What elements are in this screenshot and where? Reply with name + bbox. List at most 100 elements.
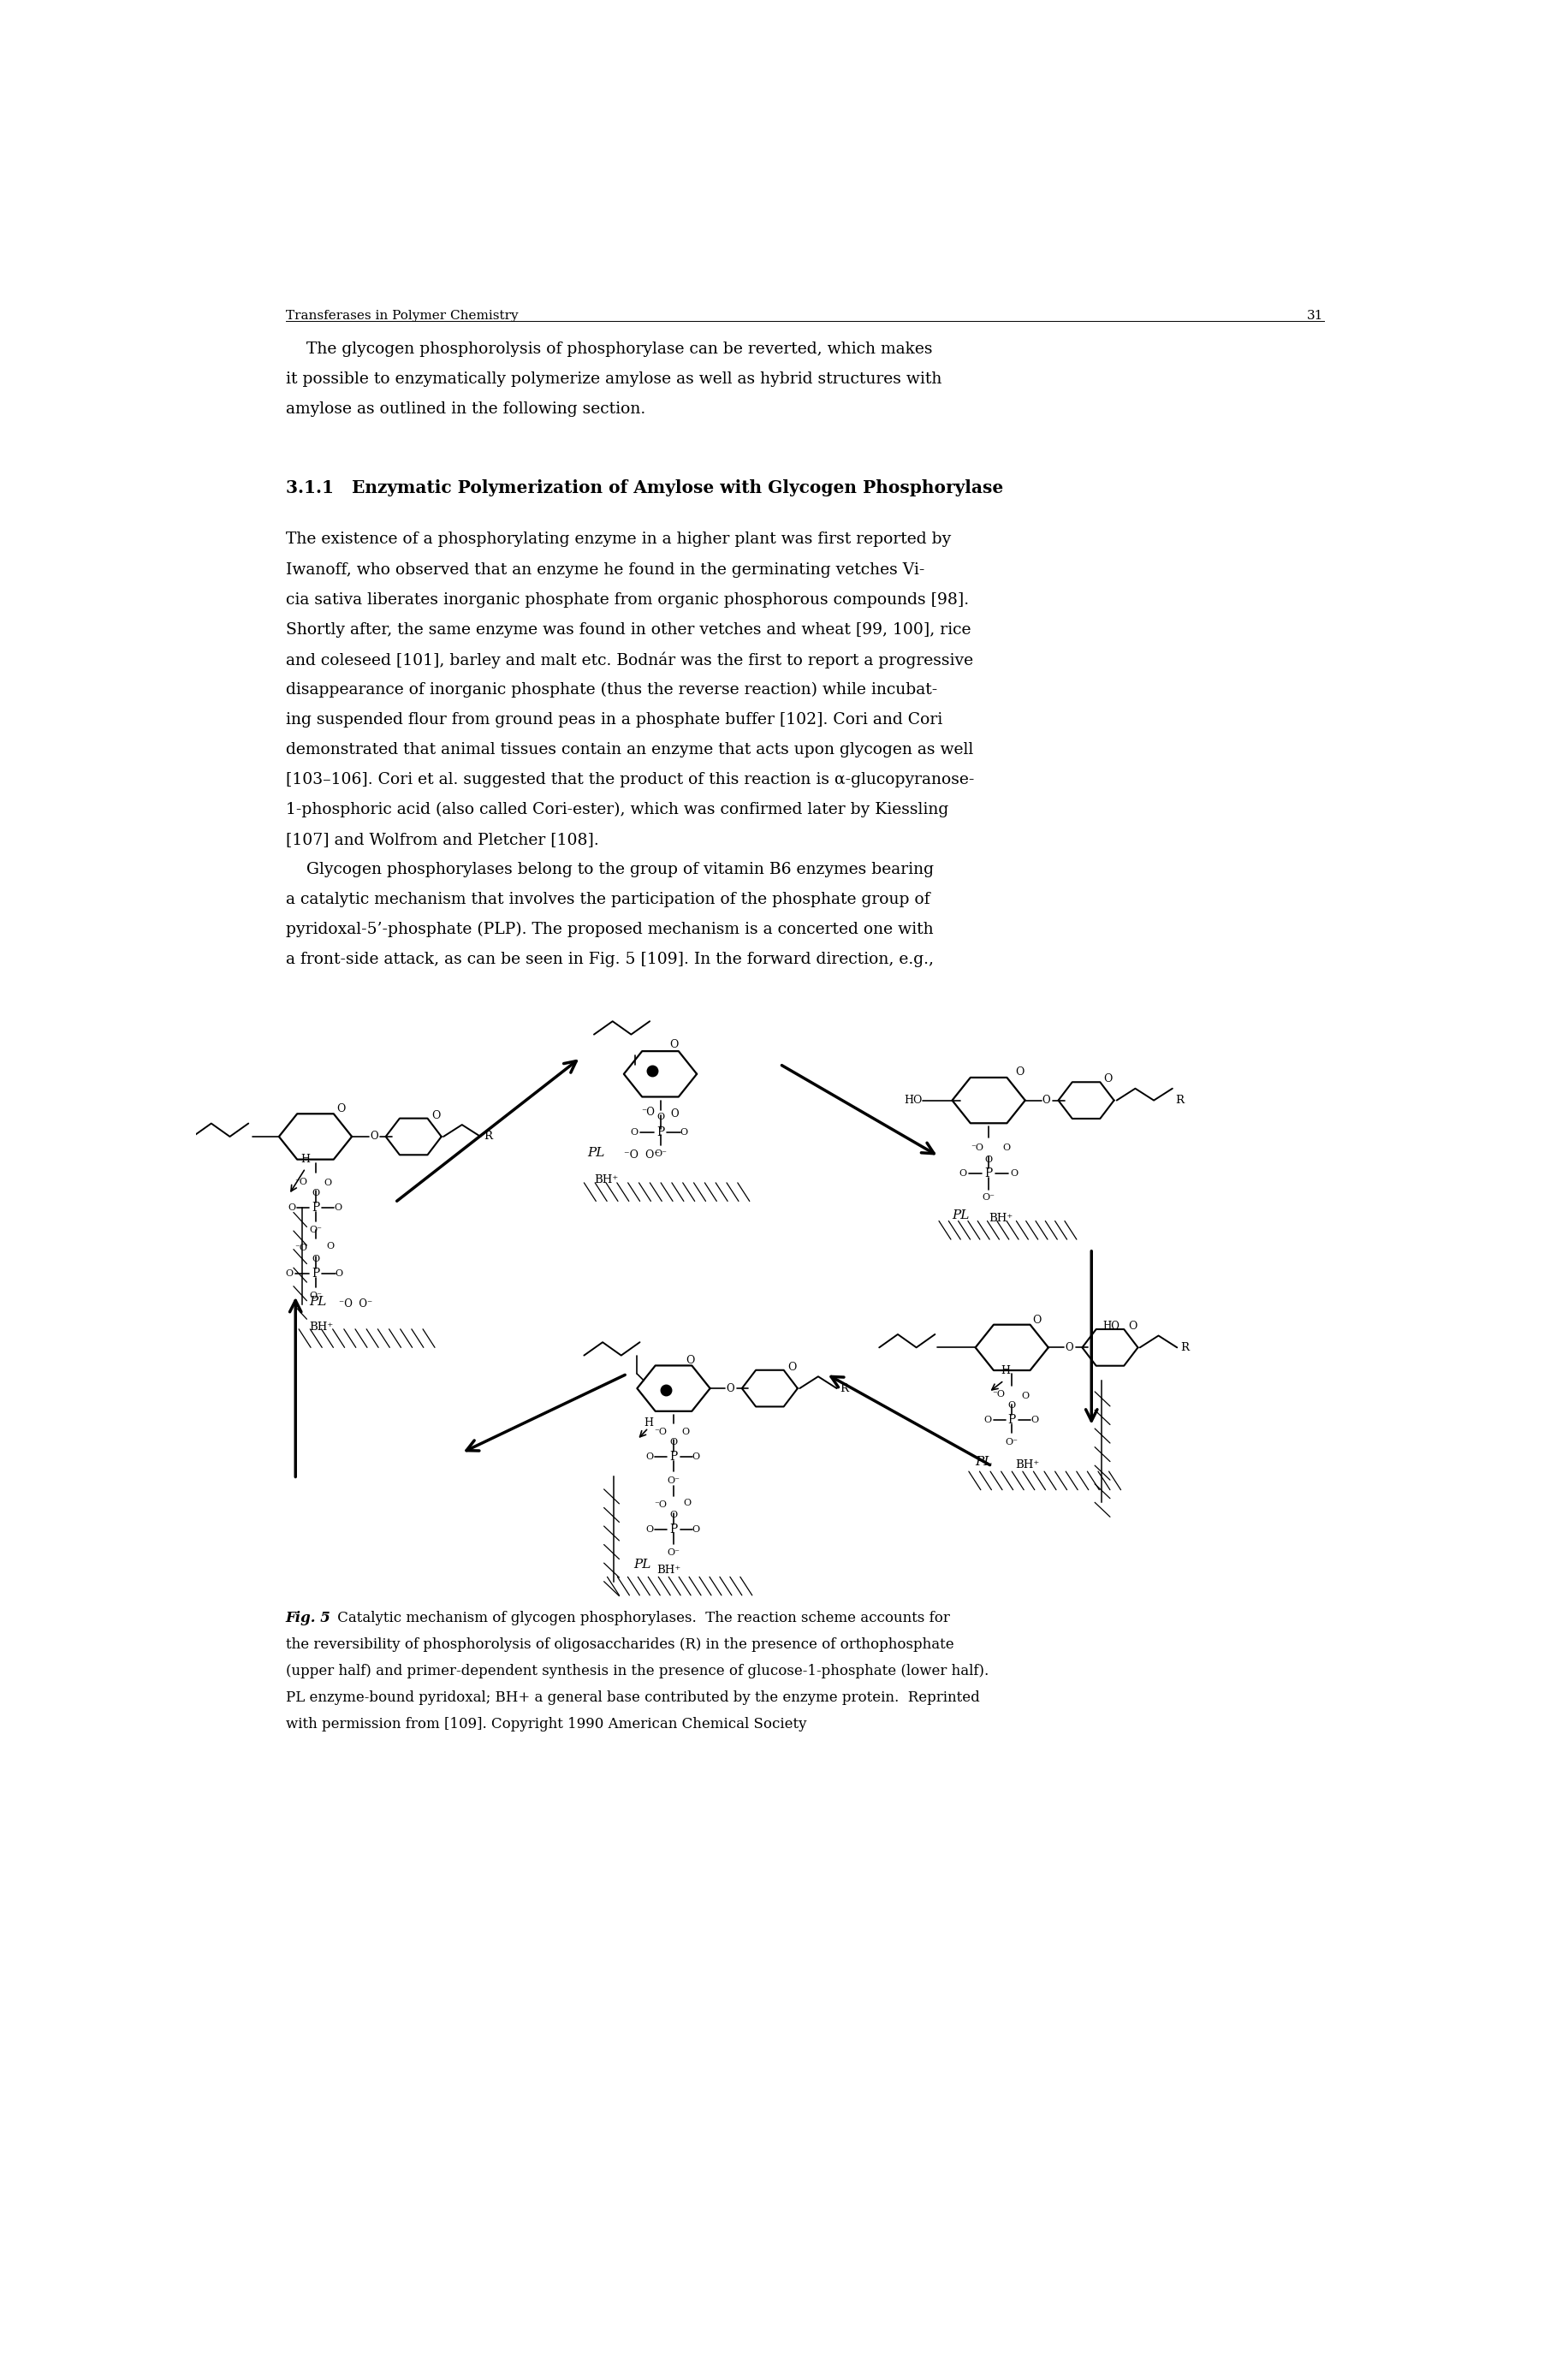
Text: O: O <box>1065 1342 1073 1352</box>
Text: O: O <box>1104 1074 1113 1083</box>
Text: O: O <box>431 1110 441 1121</box>
Text: O⁻: O⁻ <box>666 1475 681 1485</box>
Text: P: P <box>670 1452 677 1464</box>
Text: 31: 31 <box>1308 311 1323 323</box>
Text: 1-phosphoric acid (also called Cori-ester), which was confirmed later by Kiessli: 1-phosphoric acid (also called Cori-este… <box>285 801 949 817</box>
Text: ⁻O: ⁻O <box>295 1178 307 1186</box>
Text: O: O <box>671 1107 679 1119</box>
Text: O: O <box>787 1361 797 1373</box>
Text: ⁻O: ⁻O <box>654 1428 666 1437</box>
Text: ⁻O: ⁻O <box>641 1107 655 1117</box>
Text: O: O <box>370 1131 378 1143</box>
Text: O: O <box>326 1243 334 1250</box>
Text: O: O <box>285 1269 293 1278</box>
Text: Fig. 5: Fig. 5 <box>285 1611 331 1625</box>
Text: O: O <box>336 1269 343 1278</box>
Text: H: H <box>1000 1364 1010 1376</box>
Text: PL: PL <box>633 1559 651 1571</box>
Text: O: O <box>630 1129 638 1136</box>
Text: O: O <box>685 1354 695 1366</box>
Text: PL: PL <box>952 1209 969 1221</box>
Text: The glycogen phosphorolysis of phosphorylase can be reverted, which makes: The glycogen phosphorolysis of phosphory… <box>285 342 933 356</box>
Text: it possible to enzymatically polymerize amylose as well as hybrid structures wit: it possible to enzymatically polymerize … <box>285 371 941 387</box>
Text: O: O <box>657 1112 665 1121</box>
Text: ing suspended flour from ground peas in a phosphate buffer [102]. Cori and Cori: ing suspended flour from ground peas in … <box>285 713 942 727</box>
Text: 3.1.1   Enzymatic Polymerization of Amylose with Glycogen Phosphorylase: 3.1.1 Enzymatic Polymerization of Amylos… <box>285 480 1004 497</box>
Text: O: O <box>960 1169 967 1178</box>
Text: O: O <box>1043 1095 1051 1105</box>
Text: ⁻O  O⁻: ⁻O O⁻ <box>339 1300 372 1309</box>
Text: BH⁺: BH⁺ <box>989 1212 1013 1224</box>
Text: H: H <box>301 1155 310 1164</box>
Text: O: O <box>726 1383 735 1395</box>
Text: PL: PL <box>588 1148 605 1159</box>
Text: O: O <box>985 1416 993 1423</box>
Text: O: O <box>684 1499 691 1509</box>
Text: amylose as outlined in the following section.: amylose as outlined in the following sec… <box>285 402 646 418</box>
Text: O: O <box>691 1525 699 1533</box>
Text: O: O <box>681 1129 688 1136</box>
Text: ⁻O: ⁻O <box>295 1243 307 1252</box>
Text: PL enzyme-bound pyridoxal; BH+ a general base contributed by the enzyme protein.: PL enzyme-bound pyridoxal; BH+ a general… <box>285 1689 980 1704</box>
Text: pyridoxal-5’-phosphate (PLP). The proposed mechanism is a concerted one with: pyridoxal-5’-phosphate (PLP). The propos… <box>285 922 933 939</box>
Text: O: O <box>336 1102 345 1114</box>
Text: Glycogen phosphorylases belong to the group of vitamin B6 enzymes bearing: Glycogen phosphorylases belong to the gr… <box>285 862 933 877</box>
Text: O: O <box>985 1155 993 1164</box>
Text: BH⁺: BH⁺ <box>657 1566 681 1575</box>
Text: PL: PL <box>975 1456 993 1468</box>
Text: O: O <box>287 1205 295 1212</box>
Text: P: P <box>985 1167 993 1178</box>
Text: a catalytic mechanism that involves the participation of the phosphate group of: a catalytic mechanism that involves the … <box>285 891 930 908</box>
Text: O: O <box>334 1205 342 1212</box>
Text: H: H <box>644 1418 654 1428</box>
Text: O: O <box>312 1255 320 1264</box>
Text: R: R <box>485 1131 492 1143</box>
Text: Shortly after, the same enzyme was found in other vetches and wheat [99, 100], r: Shortly after, the same enzyme was found… <box>285 623 971 637</box>
Text: R: R <box>1176 1095 1184 1105</box>
Text: O⁻: O⁻ <box>309 1226 321 1233</box>
Text: O: O <box>1010 1169 1018 1178</box>
Text: O: O <box>1033 1314 1041 1326</box>
Text: cia sativa liberates inorganic phosphate from organic phosphorous compounds [98]: cia sativa liberates inorganic phosphate… <box>285 592 969 608</box>
Text: O: O <box>1021 1392 1029 1399</box>
Text: [107] and Wolfrom and Pletcher [108].: [107] and Wolfrom and Pletcher [108]. <box>285 832 599 848</box>
Text: and coleseed [101], barley and malt etc. Bodnár was the first to report a progre: and coleseed [101], barley and malt etc.… <box>285 651 972 668</box>
Text: BH⁺: BH⁺ <box>594 1174 618 1186</box>
Text: ⁻O  O⁻: ⁻O O⁻ <box>624 1150 660 1159</box>
Text: BH⁺: BH⁺ <box>1014 1459 1040 1471</box>
Text: PL: PL <box>309 1295 326 1309</box>
Text: O: O <box>670 1511 677 1518</box>
Text: R: R <box>840 1383 848 1395</box>
Text: Catalytic mechanism of glycogen phosphorylases.  The reaction scheme accounts fo: Catalytic mechanism of glycogen phosphor… <box>334 1611 950 1625</box>
Text: O: O <box>670 1437 677 1447</box>
Text: O⁻: O⁻ <box>654 1150 666 1157</box>
Text: O: O <box>691 1452 699 1461</box>
Text: Transferases in Polymer Chemistry: Transferases in Polymer Chemistry <box>285 311 517 323</box>
Text: O⁻: O⁻ <box>1005 1437 1018 1447</box>
Text: disappearance of inorganic phosphate (thus the reverse reaction) while incubat-: disappearance of inorganic phosphate (th… <box>285 682 938 699</box>
Text: ⁻O: ⁻O <box>993 1390 1005 1399</box>
Text: R: R <box>1181 1342 1189 1352</box>
Text: O: O <box>646 1452 654 1461</box>
Text: O: O <box>323 1178 331 1188</box>
Text: ⁻O: ⁻O <box>654 1499 666 1509</box>
Text: O⁻: O⁻ <box>982 1193 996 1202</box>
Text: P: P <box>1008 1414 1016 1426</box>
Text: O: O <box>682 1428 690 1437</box>
Text: O: O <box>1002 1143 1010 1152</box>
Text: O: O <box>1030 1416 1038 1423</box>
Text: with permission from [109]. Copyright 1990 American Chemical Society: with permission from [109]. Copyright 19… <box>285 1715 806 1732</box>
Text: O: O <box>1016 1067 1024 1079</box>
Text: P: P <box>657 1126 665 1138</box>
Text: Iwanoff, who observed that an enzyme he found in the germinating vetches Vi-: Iwanoff, who observed that an enzyme he … <box>285 561 925 577</box>
Text: O⁻: O⁻ <box>309 1293 321 1300</box>
Text: P: P <box>312 1202 320 1214</box>
Text: demonstrated that animal tissues contain an enzyme that acts upon glycogen as we: demonstrated that animal tissues contain… <box>285 741 974 758</box>
Text: O: O <box>1008 1402 1016 1409</box>
Text: O: O <box>1127 1321 1137 1333</box>
Text: O⁻: O⁻ <box>666 1549 681 1556</box>
Text: the reversibility of phosphorolysis of oligosaccharides (R) in the presence of o: the reversibility of phosphorolysis of o… <box>285 1637 953 1651</box>
Text: HO: HO <box>1102 1321 1120 1333</box>
Text: O: O <box>646 1525 654 1533</box>
Text: (upper half) and primer-dependent synthesis in the presence of glucose-1-phospha: (upper half) and primer-dependent synthe… <box>285 1663 988 1677</box>
